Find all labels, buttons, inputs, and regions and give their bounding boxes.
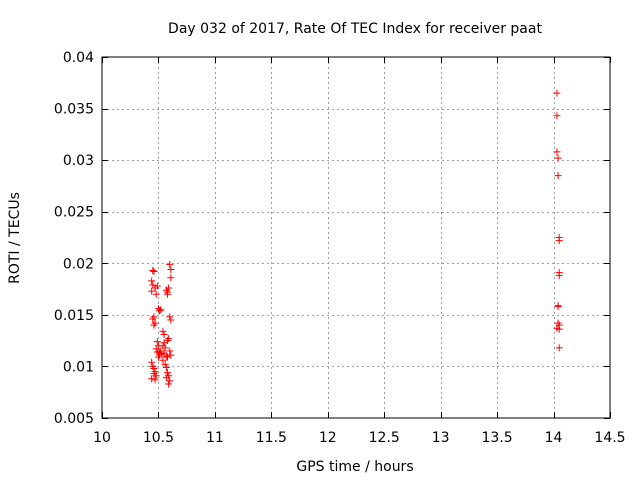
y-tick-label: 0.025 [54,205,94,221]
data-point [554,172,562,180]
y-tick-label: 0.01 [63,359,94,375]
data-point [148,358,156,366]
data-point [162,363,170,371]
data-point [162,374,170,382]
x-tick-label: 13 [432,430,450,446]
data-point [150,268,158,276]
grid-lines [102,57,610,418]
y-tick-label: 0.03 [63,153,94,169]
data-point [553,112,561,120]
data-point [166,313,174,321]
plot-frame [101,56,611,419]
data-point [152,345,160,353]
y-tick-label: 0.04 [63,50,94,66]
x-tick-label: 10.5 [143,430,174,446]
data-point [162,352,170,360]
axis-ticks: 10 10.5 11 11.5 12 12.5 13 13.5 14 14.5 0.005 0.01 0… [54,50,626,446]
data-point [554,154,562,162]
x-tick-label: 11 [206,430,224,446]
data-point [165,284,173,292]
data-point [167,265,175,273]
data-point [554,303,562,311]
y-axis-label: ROTI / TECUs [7,192,23,284]
x-tick-label: 10 [93,430,111,446]
data-point [167,274,175,282]
data-point [165,380,173,388]
data-point [149,267,157,275]
data-point [149,315,157,323]
data-point [163,290,171,298]
x-tick-label: 14 [545,430,563,446]
data-point [163,369,171,377]
x-tick-label: 13.5 [482,430,513,446]
chart-title: Day 032 of 2017, Rate Of TEC Index for r… [168,21,542,37]
data-point [167,351,175,359]
data-point [148,287,156,295]
data-points [148,89,563,388]
data-point [553,148,561,156]
data-point [166,377,174,385]
data-point [148,375,156,383]
data-point [555,237,563,245]
data-point [555,344,563,352]
y-tick-label: 0.015 [54,308,94,324]
data-point [156,351,164,359]
data-point [153,282,161,290]
y-tick-label: 0.02 [63,256,94,272]
x-tick-label: 14.5 [594,430,625,446]
data-point [152,290,160,298]
data-point [161,344,169,352]
y-tick-label: 0.035 [54,102,94,118]
data-point [161,360,169,368]
x-tick-label: 12.5 [369,430,400,446]
data-point [151,376,159,384]
data-point [553,89,561,97]
x-axis-label: GPS time / hours [296,459,413,475]
data-point [150,321,158,329]
data-point [156,307,164,315]
data-point [152,372,160,380]
data-point [157,306,165,314]
data-point [148,277,156,285]
data-point [160,330,168,338]
x-tick-label: 11.5 [256,430,287,446]
y-tick-label: 0.005 [54,411,94,427]
data-point [555,272,563,280]
data-point [555,325,563,333]
data-point [153,338,161,346]
data-point [159,327,167,335]
data-point [159,356,167,364]
data-point [166,347,174,355]
data-point [165,335,173,343]
data-point [166,260,174,268]
data-point [167,316,175,324]
x-tick-label: 12 [319,430,337,446]
